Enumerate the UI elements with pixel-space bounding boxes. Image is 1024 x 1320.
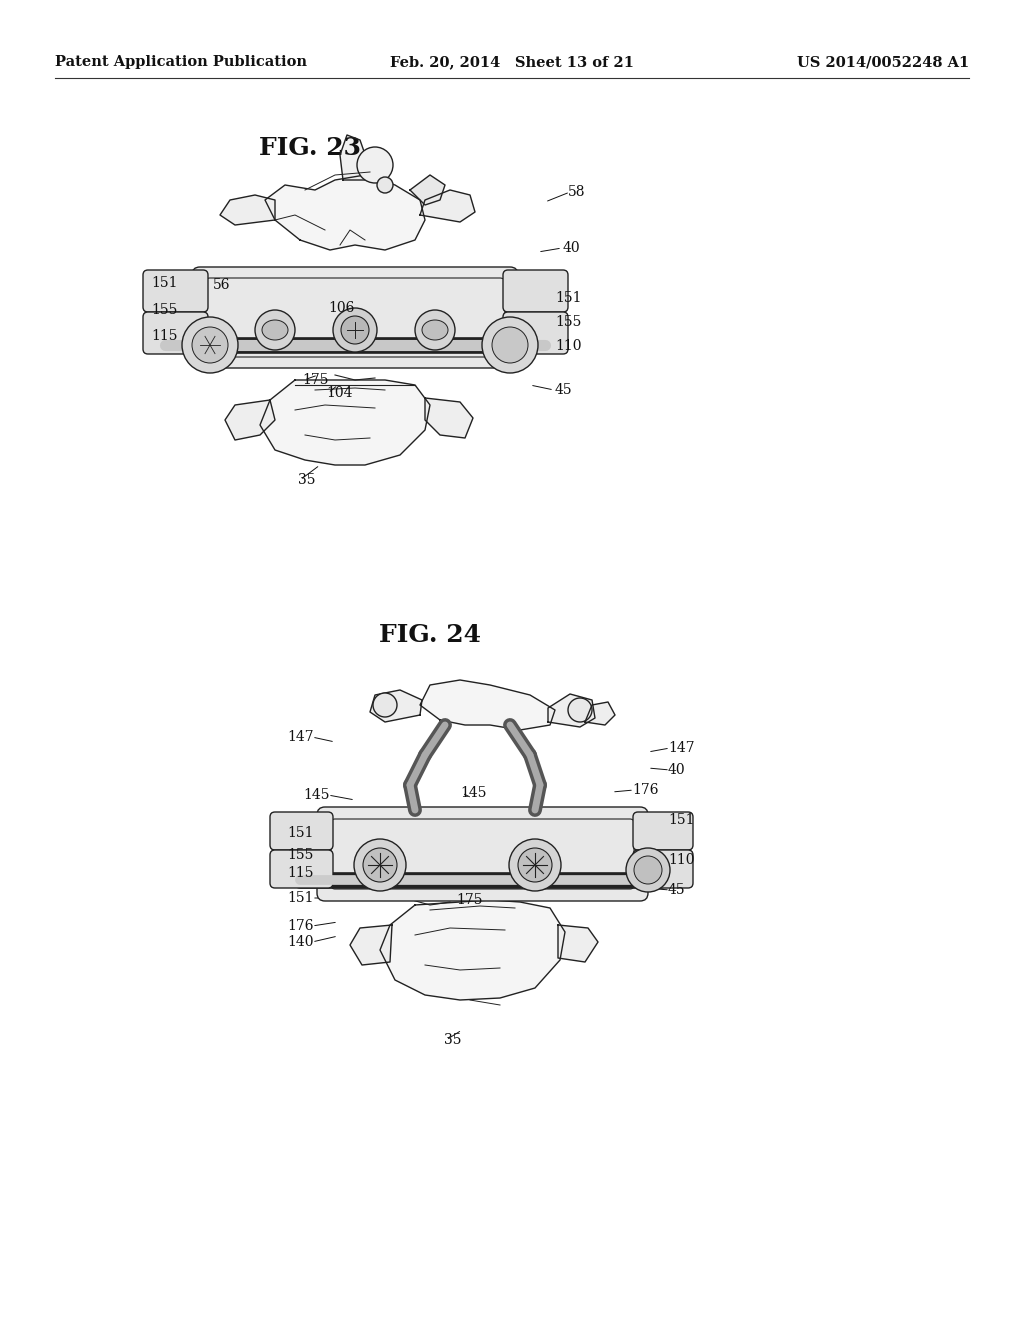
- Polygon shape: [220, 195, 275, 224]
- Text: 115: 115: [152, 329, 178, 343]
- Polygon shape: [380, 900, 565, 1001]
- Polygon shape: [225, 400, 275, 440]
- Polygon shape: [265, 176, 425, 249]
- Text: 176: 176: [632, 783, 658, 797]
- Circle shape: [255, 310, 295, 350]
- Text: 151: 151: [668, 813, 694, 828]
- Text: 145: 145: [460, 785, 486, 800]
- FancyBboxPatch shape: [193, 267, 518, 368]
- Text: 115: 115: [288, 866, 314, 880]
- Ellipse shape: [262, 319, 288, 341]
- Text: 45: 45: [668, 883, 686, 898]
- Circle shape: [182, 317, 238, 374]
- Polygon shape: [425, 399, 473, 438]
- FancyBboxPatch shape: [633, 850, 693, 888]
- FancyBboxPatch shape: [633, 812, 693, 850]
- Circle shape: [482, 317, 538, 374]
- Circle shape: [634, 855, 662, 884]
- Text: 140: 140: [288, 935, 314, 949]
- Text: 45: 45: [555, 383, 572, 397]
- Circle shape: [626, 847, 670, 892]
- Text: FIG. 24: FIG. 24: [379, 623, 481, 647]
- Polygon shape: [260, 380, 430, 465]
- Text: 147: 147: [288, 730, 314, 744]
- Polygon shape: [410, 176, 445, 205]
- Text: 155: 155: [152, 304, 178, 317]
- Text: US 2014/0052248 A1: US 2014/0052248 A1: [797, 55, 969, 69]
- Text: 110: 110: [668, 853, 694, 867]
- Polygon shape: [420, 190, 475, 222]
- Circle shape: [377, 177, 393, 193]
- FancyBboxPatch shape: [503, 271, 568, 312]
- Circle shape: [354, 840, 406, 891]
- Circle shape: [568, 698, 592, 722]
- Circle shape: [333, 308, 377, 352]
- Polygon shape: [420, 680, 555, 730]
- Circle shape: [357, 147, 393, 183]
- Text: 155: 155: [555, 315, 582, 329]
- Circle shape: [341, 315, 369, 345]
- Text: 40: 40: [668, 763, 686, 777]
- Text: Feb. 20, 2014 Sheet 13 of 21: Feb. 20, 2014 Sheet 13 of 21: [390, 55, 634, 69]
- Text: 35: 35: [444, 1034, 462, 1047]
- Polygon shape: [340, 135, 367, 180]
- Text: 106: 106: [328, 301, 354, 315]
- Text: Patent Application Publication: Patent Application Publication: [55, 55, 307, 69]
- Text: 40: 40: [563, 242, 581, 255]
- Ellipse shape: [422, 319, 449, 341]
- Polygon shape: [370, 690, 422, 722]
- FancyBboxPatch shape: [317, 807, 648, 902]
- Polygon shape: [558, 925, 598, 962]
- Text: 58: 58: [568, 185, 586, 199]
- FancyBboxPatch shape: [143, 271, 208, 312]
- Text: 151: 151: [152, 276, 178, 290]
- Text: 35: 35: [298, 473, 315, 487]
- Text: 110: 110: [555, 339, 582, 352]
- Text: 145: 145: [303, 788, 330, 803]
- Circle shape: [492, 327, 528, 363]
- Text: 175: 175: [302, 374, 329, 387]
- Circle shape: [193, 327, 228, 363]
- Text: 176: 176: [288, 919, 314, 933]
- Circle shape: [518, 847, 552, 882]
- Circle shape: [415, 310, 455, 350]
- Text: 104: 104: [326, 385, 352, 400]
- Text: 175: 175: [456, 894, 482, 907]
- FancyBboxPatch shape: [503, 312, 568, 354]
- Polygon shape: [548, 694, 595, 727]
- Text: 155: 155: [288, 847, 314, 862]
- Circle shape: [373, 693, 397, 717]
- Circle shape: [362, 847, 397, 882]
- Polygon shape: [350, 925, 392, 965]
- FancyBboxPatch shape: [143, 312, 208, 354]
- Circle shape: [509, 840, 561, 891]
- Text: 56: 56: [213, 279, 230, 292]
- FancyBboxPatch shape: [270, 850, 333, 888]
- FancyBboxPatch shape: [270, 812, 333, 850]
- Polygon shape: [585, 702, 615, 725]
- Text: 151: 151: [555, 290, 582, 305]
- Text: 151: 151: [288, 826, 314, 840]
- Text: FIG. 23: FIG. 23: [259, 136, 361, 160]
- Text: 151: 151: [288, 891, 314, 906]
- Text: 147: 147: [668, 741, 694, 755]
